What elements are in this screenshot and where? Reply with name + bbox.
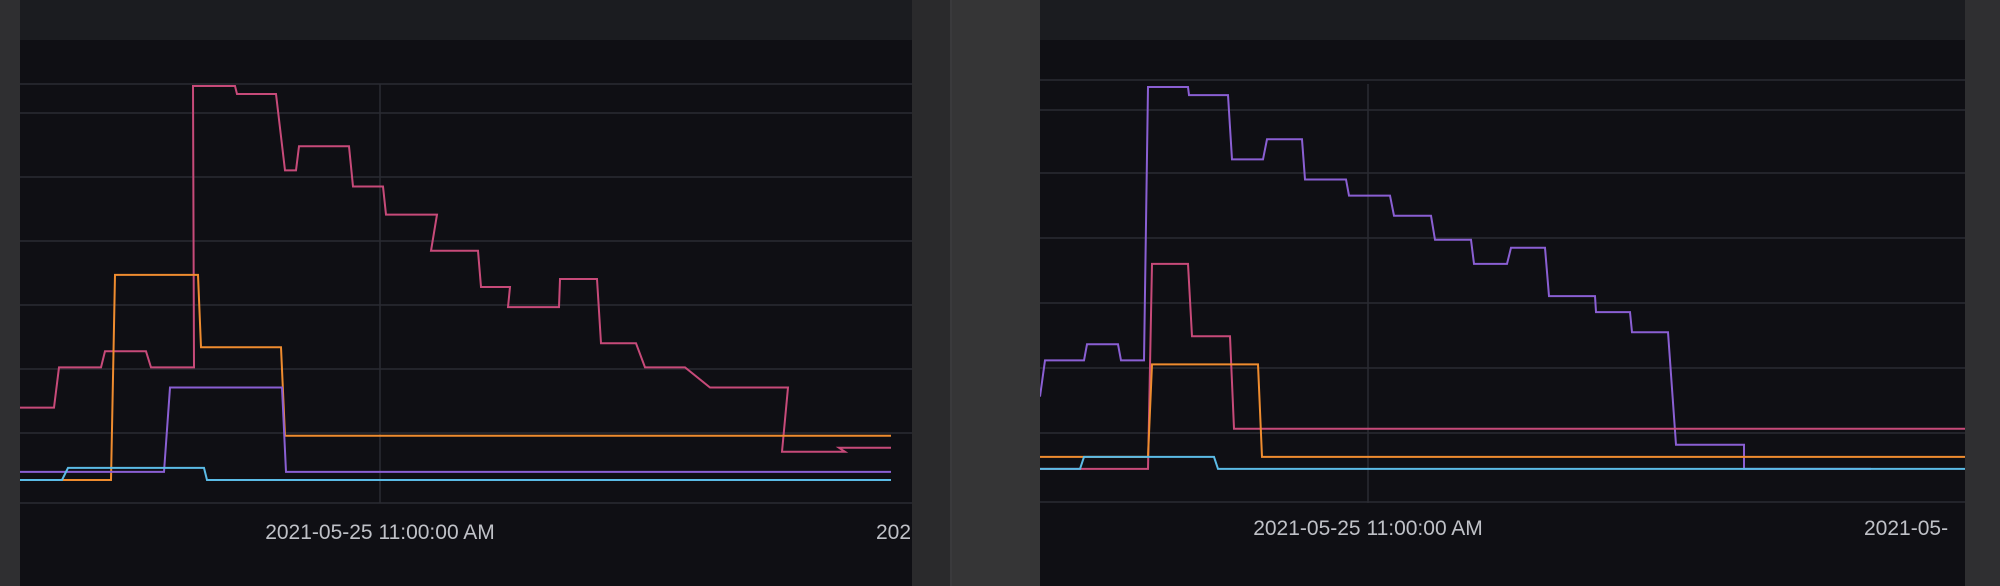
mid-gutter: [952, 0, 1040, 586]
chart-1-svg[interactable]: 2021-05-25 11:00:00 AM 202: [20, 0, 912, 586]
series-line-purple: [20, 386, 891, 473]
panel-divider: [912, 0, 952, 586]
chart-2-svg[interactable]: 2021-05-25 11:00:00 AM 2021-05-: [1040, 0, 1965, 586]
chart-panel-1: 2021-05-25 11:00:00 AM 202: [20, 0, 912, 586]
series-line-pink: [20, 85, 891, 453]
x-tick-label: 2021-05-25 11:00:00 AM: [1253, 517, 1483, 540]
panel-header-1: [20, 0, 912, 40]
panel-header-2: [1040, 0, 1965, 40]
series-line-purple: [1040, 86, 1871, 470]
series-line-orange: [1040, 363, 1965, 458]
series-line-cyan: [20, 466, 891, 481]
series-line-pink: [1040, 262, 1965, 470]
x-tick-label: 2021-05-25 11:00:00 AM: [265, 521, 495, 544]
x-tick-label: 2021-05-: [1864, 517, 1948, 540]
chart-panel-2: 2021-05-25 11:00:00 AM 2021-05-: [1040, 0, 1965, 586]
left-gutter: [0, 0, 20, 586]
right-gutter: [1965, 0, 2000, 586]
divider-line[interactable]: [950, 0, 952, 586]
series-line-cyan: [1040, 455, 1965, 470]
x-tick-label: 202: [876, 521, 911, 544]
